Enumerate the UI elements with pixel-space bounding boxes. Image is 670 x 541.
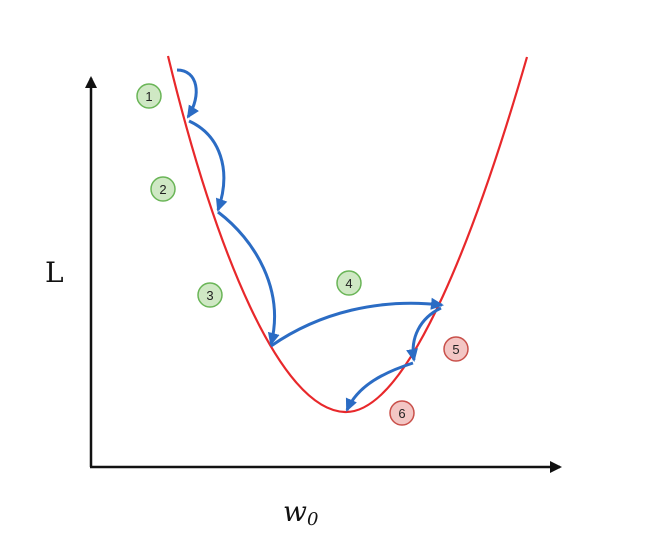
step-badge-3: 3 [197, 282, 223, 308]
step-badge-4: 4 [336, 270, 362, 296]
step-badge-6-label: 6 [398, 406, 405, 421]
x-axis-label: w0 [283, 495, 318, 530]
step-arrow-2 [188, 119, 228, 212]
y-axis-label: L [45, 256, 64, 289]
step-badge-4-circle [336, 270, 362, 296]
step-badge-5-circle [443, 336, 469, 362]
step-badge-6-circle [389, 400, 415, 426]
step-badge-1-circle [136, 83, 162, 109]
step-badge-6: 6 [389, 400, 415, 426]
step-arrow-4 [270, 297, 444, 348]
step-badge-4-label: 4 [345, 276, 352, 291]
step-badge-2-circle [150, 176, 176, 202]
step-badge-5: 5 [443, 336, 469, 362]
step-arrow-5 [406, 306, 442, 362]
loss-curve [166, 55, 529, 414]
step-arrow-3 [217, 210, 280, 346]
step-badge-2-label: 2 [159, 182, 166, 197]
x-axis-label-base: w [283, 495, 307, 528]
step-badge-2: 2 [150, 176, 176, 202]
x-axis-label-subscript: 0 [307, 509, 318, 530]
step-badge-1: 1 [136, 83, 162, 109]
step-badge-1-label: 1 [145, 89, 152, 104]
step-badge-3-label: 3 [206, 288, 213, 303]
step-arrow-6 [345, 361, 414, 412]
step-arrow-1 [176, 68, 199, 119]
step-badge-5-label: 5 [452, 342, 459, 357]
step-badge-3-circle [197, 282, 223, 308]
